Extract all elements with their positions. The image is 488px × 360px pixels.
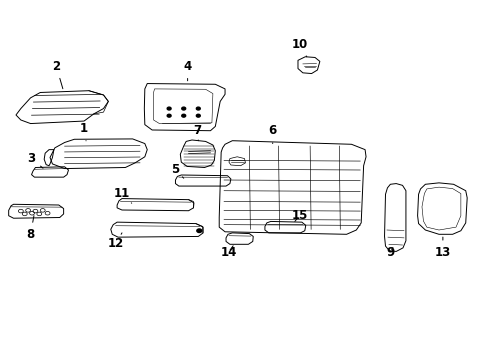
Text: 10: 10 [291, 38, 307, 57]
Text: 14: 14 [220, 246, 236, 258]
Text: 13: 13 [434, 237, 450, 258]
Text: 9: 9 [386, 246, 394, 258]
Text: 6: 6 [268, 124, 276, 144]
Text: 3: 3 [27, 152, 43, 168]
Text: 2: 2 [52, 60, 63, 89]
Circle shape [196, 114, 200, 117]
Text: 4: 4 [183, 60, 191, 81]
Text: 7: 7 [193, 124, 201, 141]
Text: 1: 1 [80, 122, 88, 141]
Text: 12: 12 [107, 233, 123, 250]
Circle shape [196, 107, 200, 110]
Circle shape [197, 229, 201, 233]
Circle shape [182, 114, 185, 117]
Text: 15: 15 [291, 209, 307, 222]
Text: 8: 8 [26, 216, 35, 241]
Circle shape [182, 107, 185, 110]
Text: 11: 11 [113, 187, 131, 203]
Circle shape [167, 107, 171, 110]
Text: 5: 5 [171, 163, 183, 178]
Circle shape [167, 114, 171, 117]
